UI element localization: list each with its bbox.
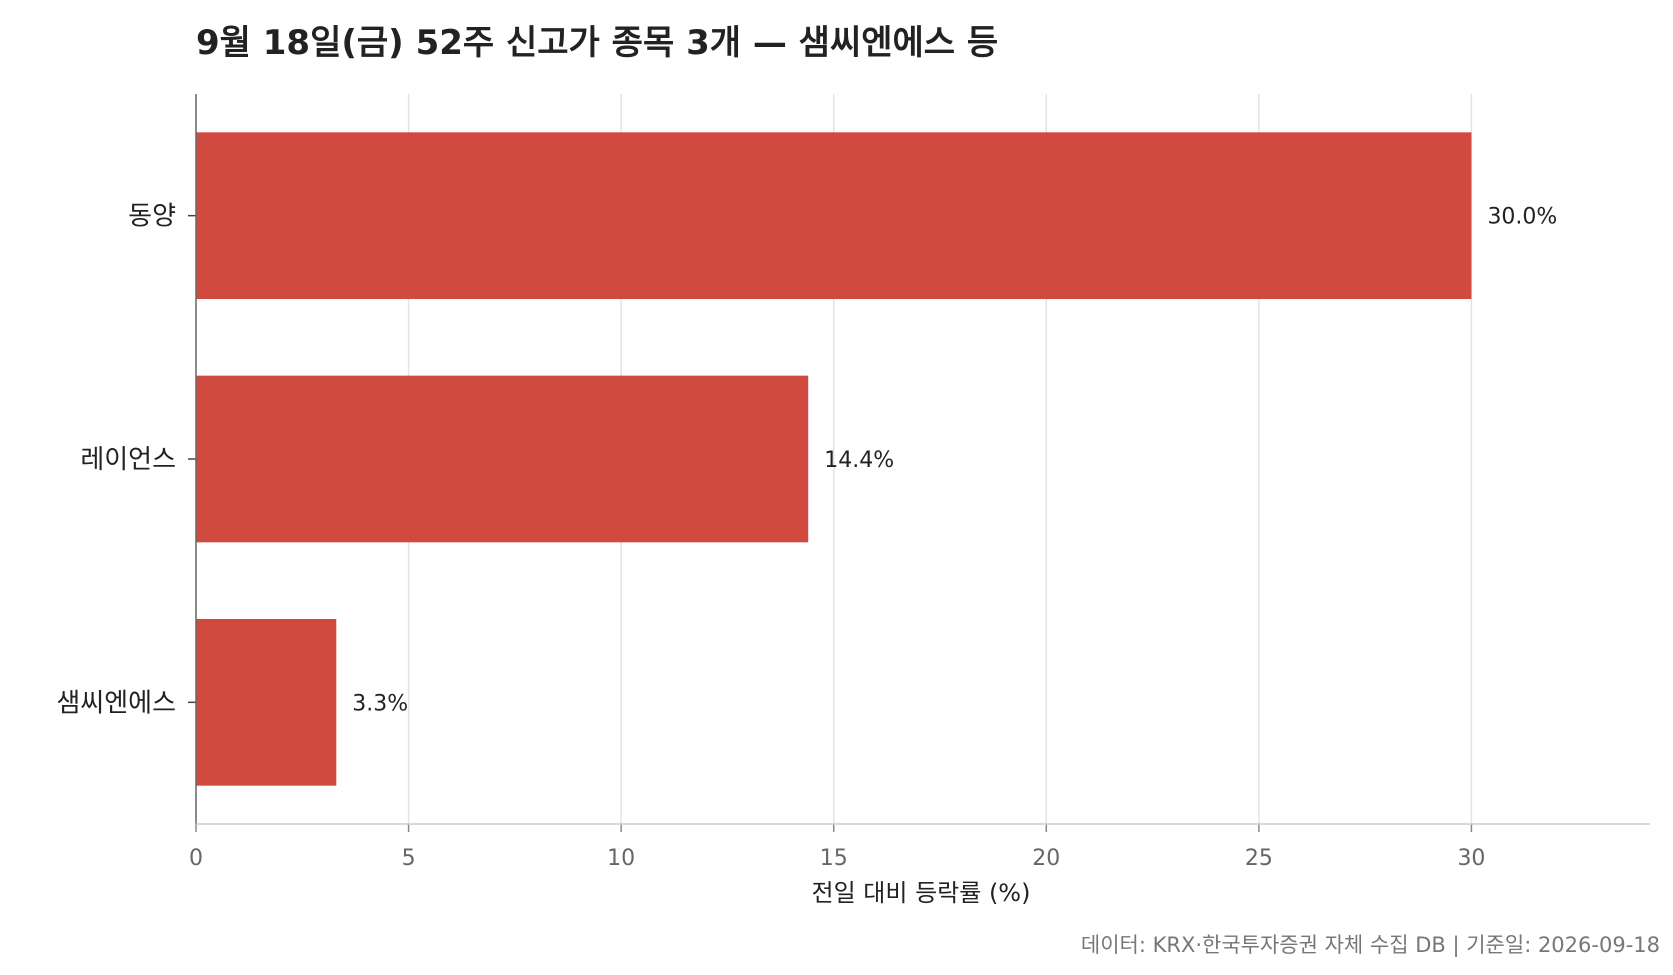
labels: 0 5 10 15 20 25 30 동양 30.0% 레이언스 14.4% 샘씨엔에스 3.3%: [56, 202, 1557, 871]
category-label: 레이언스: [80, 445, 176, 475]
value-label: 14.4%: [824, 448, 894, 473]
value-label: 30.0%: [1487, 205, 1557, 230]
x-tick-label: 25: [1245, 846, 1273, 871]
category-label: 동양: [128, 202, 176, 232]
x-tick-label: 20: [1032, 846, 1060, 871]
source-note: 데이터: KRX·한국투자증권 자체 수집 DB | 기준일: 2026-09-…: [1081, 933, 1660, 958]
bar: [196, 375, 809, 543]
value-label: 3.3%: [352, 691, 408, 716]
x-tick-label: 5: [402, 846, 416, 871]
axes: [188, 94, 1650, 832]
x-tick-label: 10: [607, 846, 635, 871]
x-axis-title: 전일 대비 등락률 (%): [812, 879, 1031, 907]
category-label: 샘씨엔에스: [56, 688, 176, 718]
bar: [196, 132, 1472, 300]
x-tick-label: 30: [1457, 846, 1485, 871]
x-tick-label: 15: [820, 846, 848, 871]
chart-title: 9월 18일(금) 52주 신고가 종목 3개 — 샘씨엔에스 등: [196, 23, 998, 63]
x-tick-label: 0: [189, 846, 203, 871]
bar: [196, 618, 337, 786]
bars: [196, 132, 1472, 786]
